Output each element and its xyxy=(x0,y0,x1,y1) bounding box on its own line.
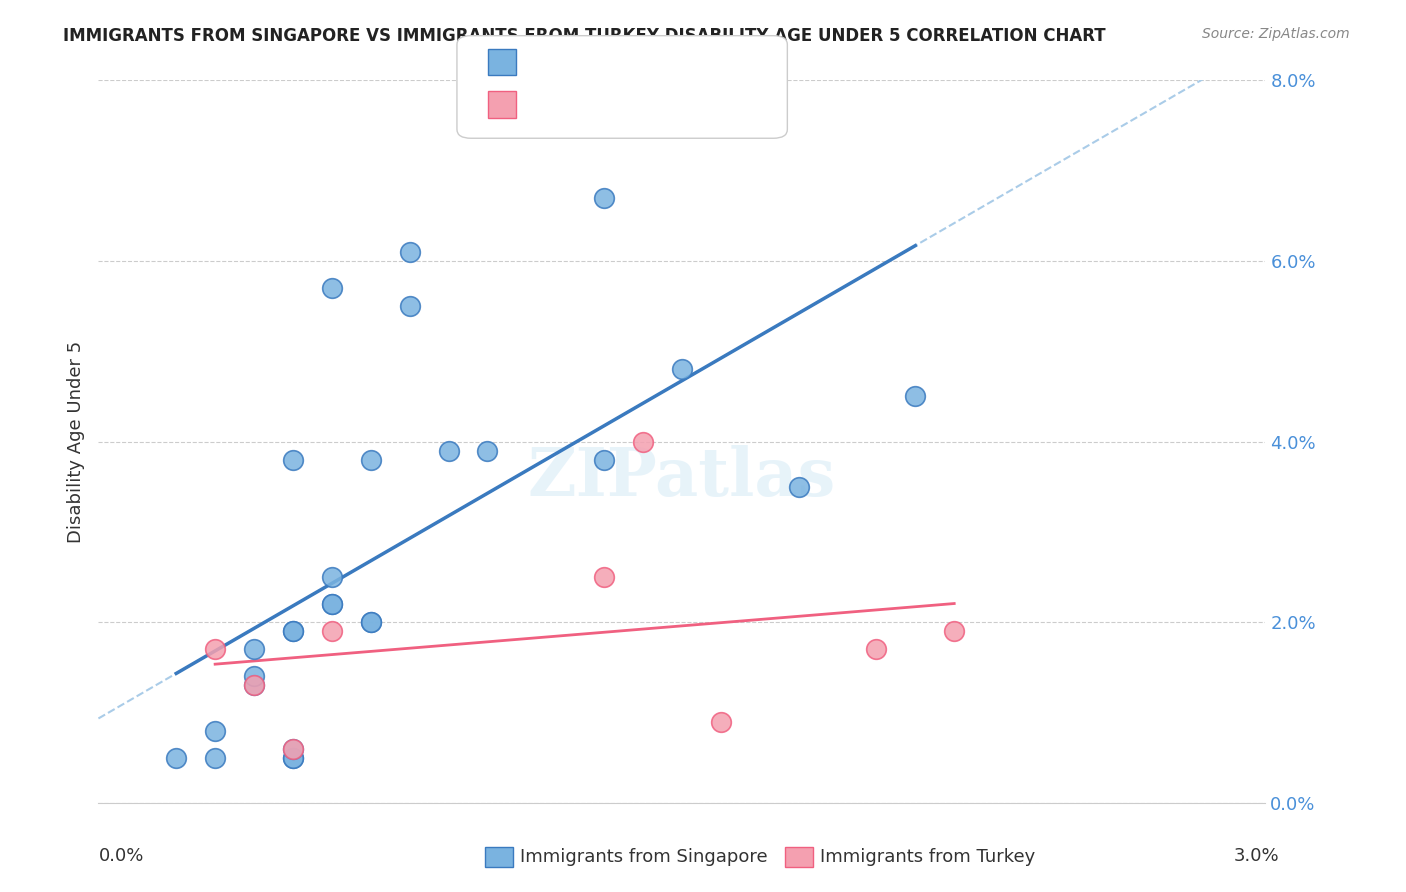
Text: R =: R = xyxy=(527,54,567,71)
Point xyxy=(321,624,343,639)
Point xyxy=(787,480,810,494)
Point xyxy=(321,597,343,611)
Point xyxy=(360,452,382,467)
Point xyxy=(281,750,304,764)
Text: 0.450: 0.450 xyxy=(560,54,610,71)
Point xyxy=(710,714,733,729)
Point xyxy=(281,750,304,764)
Point xyxy=(281,452,304,467)
Point xyxy=(593,452,616,467)
Point xyxy=(243,669,266,683)
Point xyxy=(321,281,343,295)
Point xyxy=(204,750,226,764)
Point xyxy=(281,741,304,756)
Text: 0.0%: 0.0% xyxy=(98,847,143,865)
Point xyxy=(243,678,266,692)
Text: 9: 9 xyxy=(644,95,661,113)
Text: 28: 28 xyxy=(644,54,666,71)
Text: Immigrants from Turkey: Immigrants from Turkey xyxy=(820,848,1035,866)
Text: 0.182: 0.182 xyxy=(560,95,610,113)
Point xyxy=(593,191,616,205)
Point xyxy=(477,443,499,458)
Point xyxy=(437,443,460,458)
Text: N =: N = xyxy=(612,95,651,113)
Point xyxy=(204,642,226,657)
Y-axis label: Disability Age Under 5: Disability Age Under 5 xyxy=(66,341,84,542)
Point xyxy=(671,362,693,376)
Text: Immigrants from Singapore: Immigrants from Singapore xyxy=(520,848,768,866)
Text: N =: N = xyxy=(612,54,651,71)
Point xyxy=(243,642,266,657)
Point xyxy=(204,723,226,738)
Point xyxy=(281,624,304,639)
Point xyxy=(865,642,887,657)
Point xyxy=(398,299,420,313)
Point xyxy=(281,741,304,756)
Point xyxy=(281,624,304,639)
Point xyxy=(593,570,616,584)
Point xyxy=(360,615,382,630)
Text: R =: R = xyxy=(527,95,567,113)
Point xyxy=(321,570,343,584)
Point xyxy=(165,750,187,764)
Point xyxy=(321,597,343,611)
Point xyxy=(943,624,966,639)
Text: ZIPatlas: ZIPatlas xyxy=(527,445,837,510)
Point xyxy=(398,244,420,259)
Text: IMMIGRANTS FROM SINGAPORE VS IMMIGRANTS FROM TURKEY DISABILITY AGE UNDER 5 CORRE: IMMIGRANTS FROM SINGAPORE VS IMMIGRANTS … xyxy=(63,27,1107,45)
Point xyxy=(904,389,927,403)
Point xyxy=(243,678,266,692)
Point xyxy=(631,434,654,449)
Text: 3.0%: 3.0% xyxy=(1234,847,1279,865)
Point xyxy=(360,615,382,630)
Text: Source: ZipAtlas.com: Source: ZipAtlas.com xyxy=(1202,27,1350,41)
